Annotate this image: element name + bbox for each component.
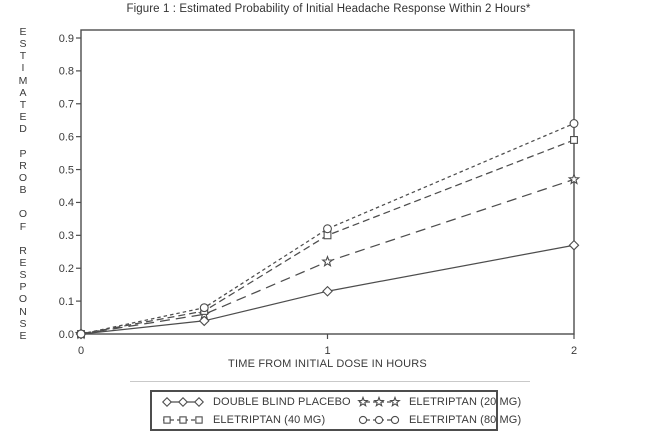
y-tick-label: 0.9 [59, 33, 74, 45]
series-3-marker [323, 224, 332, 234]
series-line-0 [80, 244, 575, 335]
series-3-marker [76, 329, 86, 339]
x-tick-label: 0 [78, 345, 84, 357]
series-1-marker [321, 255, 334, 267]
legend-item-eletriptan-20mg: ELETRIPTAN (20 MG) [356, 393, 521, 410]
square-marker-icon [163, 415, 203, 424]
series-0-marker [568, 239, 580, 251]
legend-separator-line [130, 381, 530, 382]
y-tick-label: 0.3 [59, 230, 74, 242]
series-0-marker [322, 285, 333, 297]
figure-title: Figure 1 : Estimated Probability of Init… [126, 3, 531, 15]
series-0-marker [198, 315, 210, 327]
x-tick-label: 2 [571, 345, 577, 357]
series-line-1 [80, 178, 575, 335]
diamond-marker-icon [161, 396, 205, 407]
x-axis-label: TIME FROM INITIAL DOSE IN HOURS [228, 358, 427, 370]
legend-item-eletriptan-80mg: ELETRIPTAN (80 MG) [356, 411, 521, 428]
y-tick-label: 0.5 [59, 164, 74, 176]
y-tick-label: 0.4 [59, 197, 74, 209]
y-tick-label: 0.6 [59, 131, 74, 143]
series-3-marker [199, 303, 209, 313]
series-1-marker [567, 172, 581, 185]
legend: DOUBLE BLIND PLACEBO ELETRIPTAN (20 MG) … [150, 390, 521, 431]
legend-item-eletriptan-40mg: ELETRIPTAN (40 MG) [160, 411, 356, 428]
legend-item-placebo: DOUBLE BLIND PLACEBO [160, 393, 356, 410]
legend-label-eletriptan-20mg: ELETRIPTAN (20 MG) [409, 395, 522, 408]
y-axis-label: E S T I M A T E D P R O B O F R E S P O … [18, 26, 28, 342]
y-tick-label: 0.1 [59, 296, 74, 308]
star-marker-icon [357, 395, 401, 407]
legend-label-eletriptan-80mg: ELETRIPTAN (80 MG) [409, 413, 522, 426]
x-tick-label: 1 [324, 345, 330, 357]
y-tick-label: 0.0 [59, 329, 74, 341]
y-tick-label: 0.8 [59, 66, 74, 78]
series-2-marker [570, 136, 578, 144]
y-tick-label: 0.2 [59, 263, 74, 275]
y-tick-label: 0.7 [59, 99, 74, 111]
series-line-2 [80, 139, 575, 335]
circle-marker-icon [358, 415, 400, 424]
series-3-marker [569, 119, 579, 128]
legend-label-placebo: DOUBLE BLIND PLACEBO [213, 395, 351, 408]
series-line-3 [80, 122, 575, 335]
legend-label-eletriptan-40mg: ELETRIPTAN (40 MG) [213, 413, 326, 426]
